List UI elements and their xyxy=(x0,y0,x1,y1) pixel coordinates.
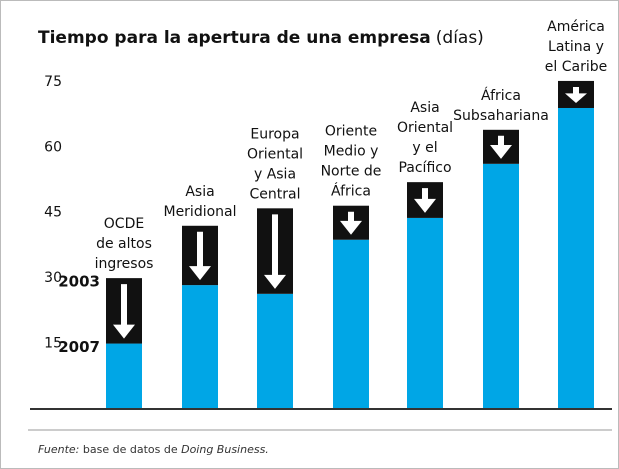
arrow xyxy=(414,188,436,213)
title-main: Tiempo para la apertura de una empresa xyxy=(38,28,431,48)
category-label: Subsahariana xyxy=(453,108,549,124)
chart-title: Tiempo para la apertura de una empresa (d… xyxy=(38,28,484,48)
source: Fuente: base de datos de Doing Business. xyxy=(38,443,269,456)
category-label: África xyxy=(481,87,521,104)
bar-2007 xyxy=(257,293,293,409)
bar-2007 xyxy=(483,163,519,409)
category-label: Central xyxy=(250,186,301,202)
source-text: base de datos de xyxy=(79,443,181,456)
series-label: 2003 xyxy=(58,273,100,291)
arrow xyxy=(189,231,211,281)
bar-2007 xyxy=(558,107,594,410)
bar-2007 xyxy=(106,343,142,409)
category-label: Medio y xyxy=(324,144,379,160)
y-tick-label: 60 xyxy=(44,139,62,155)
category-label: Asia xyxy=(410,100,439,116)
category-label: Oriental xyxy=(397,120,453,136)
unit-label: (días) xyxy=(436,28,484,48)
category-label: Europa xyxy=(250,126,299,142)
category-label: Latina y xyxy=(548,39,604,55)
source-name: Doing Business. xyxy=(181,443,269,456)
y-tick-label: 45 xyxy=(44,205,62,221)
category-label: el Caribe xyxy=(545,59,607,75)
category-label: Meridional xyxy=(163,204,236,220)
category-label: África xyxy=(331,183,371,200)
category-label: y Asia xyxy=(254,166,296,182)
category-label: ingresos xyxy=(95,256,154,272)
bar-2007 xyxy=(182,285,218,409)
bar-2007 xyxy=(407,217,443,409)
arrow xyxy=(490,135,512,159)
arrow xyxy=(565,86,587,103)
category-label: de altos xyxy=(96,236,152,252)
category-label: y el xyxy=(412,140,437,156)
y-tick-label: 30 xyxy=(44,270,62,286)
category-label: Oriente xyxy=(325,124,377,140)
arrow xyxy=(113,284,135,339)
bar-2007 xyxy=(333,239,369,409)
arrow xyxy=(340,211,362,235)
category-label: Norte de xyxy=(321,164,382,180)
category-label: América xyxy=(547,19,605,35)
category-label: Oriental xyxy=(247,146,303,162)
series-label: 2007 xyxy=(58,338,100,356)
category-label: Asia xyxy=(185,184,214,200)
arrow xyxy=(264,214,286,289)
category-label: OCDE xyxy=(104,216,144,232)
source-prefix: Fuente: xyxy=(38,443,79,456)
y-tick-label: 15 xyxy=(44,336,62,352)
y-tick-label: 75 xyxy=(44,74,62,90)
category-label: Pacífico xyxy=(398,160,451,176)
